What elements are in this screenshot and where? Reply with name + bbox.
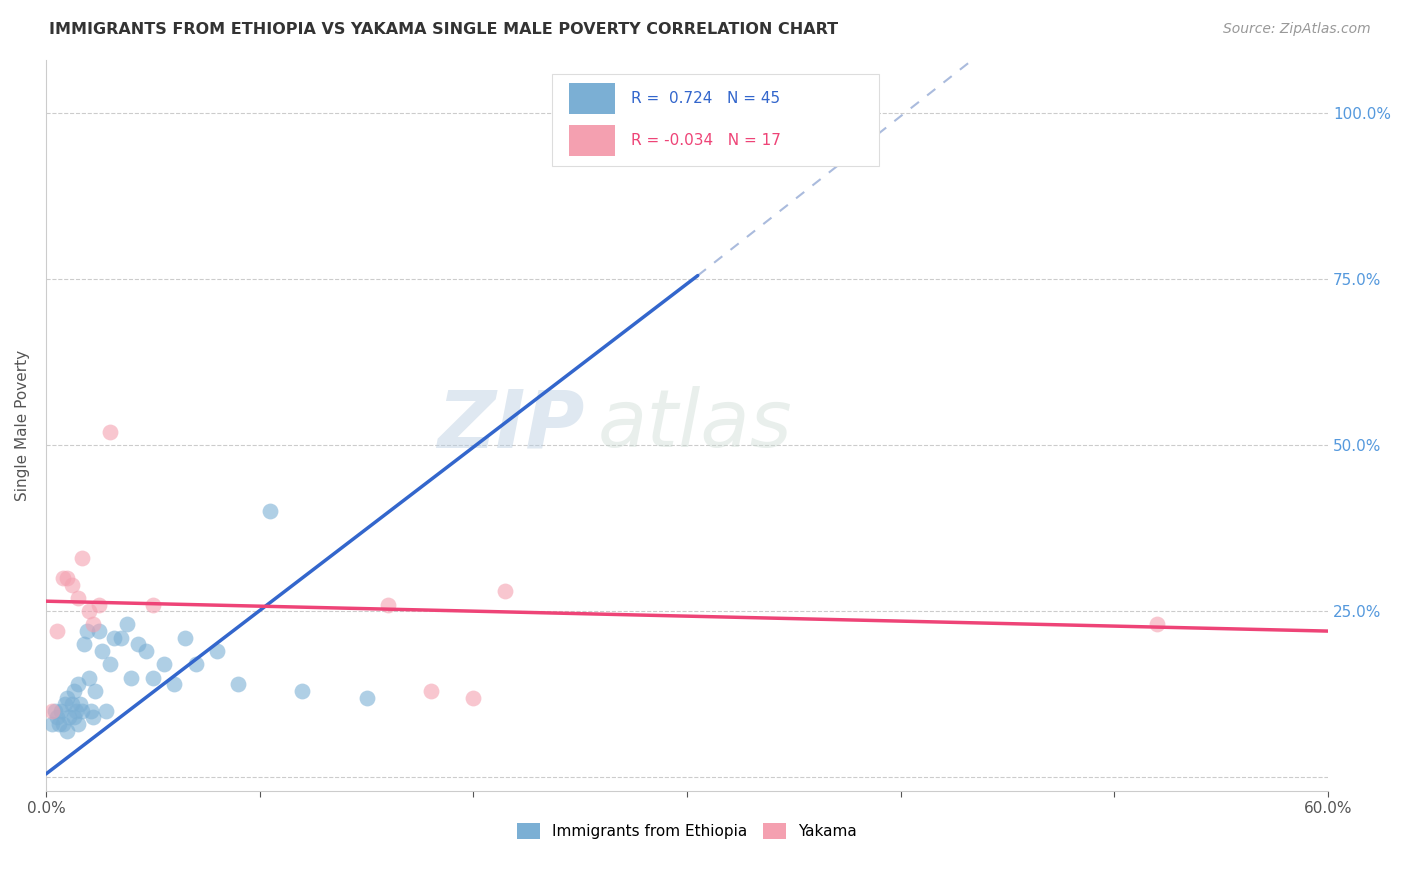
Point xyxy=(98,657,121,672)
Point xyxy=(62,684,84,698)
Point xyxy=(142,598,165,612)
Y-axis label: Single Male Poverty: Single Male Poverty xyxy=(15,350,30,500)
Point xyxy=(66,591,89,605)
Point xyxy=(94,704,117,718)
Text: Source: ZipAtlas.com: Source: ZipAtlas.com xyxy=(1223,22,1371,37)
Point xyxy=(72,704,94,718)
Point xyxy=(1146,617,1168,632)
Point xyxy=(80,704,103,718)
Point xyxy=(163,677,186,691)
Point xyxy=(135,644,157,658)
Point xyxy=(98,425,121,439)
Point xyxy=(62,710,84,724)
Point xyxy=(90,644,112,658)
Point xyxy=(65,704,87,718)
Point xyxy=(82,617,104,632)
Point xyxy=(419,684,441,698)
Point xyxy=(259,504,281,518)
Point xyxy=(89,598,111,612)
Point xyxy=(846,126,869,140)
Point xyxy=(142,671,165,685)
Point xyxy=(82,710,104,724)
Point xyxy=(120,671,142,685)
Point xyxy=(41,704,63,718)
Point xyxy=(60,577,83,591)
Point xyxy=(173,631,195,645)
Point xyxy=(45,624,67,639)
Point xyxy=(69,697,91,711)
Point xyxy=(41,717,63,731)
Point xyxy=(115,617,138,632)
Text: atlas: atlas xyxy=(598,386,792,464)
Point xyxy=(226,677,249,691)
Point xyxy=(52,571,75,585)
Point xyxy=(494,584,516,599)
Point xyxy=(56,723,79,738)
Point xyxy=(49,704,72,718)
Point xyxy=(184,657,207,672)
Point xyxy=(110,631,132,645)
Point xyxy=(44,704,66,718)
Text: IMMIGRANTS FROM ETHIOPIA VS YAKAMA SINGLE MALE POVERTY CORRELATION CHART: IMMIGRANTS FROM ETHIOPIA VS YAKAMA SINGL… xyxy=(49,22,838,37)
Point xyxy=(76,624,98,639)
Point xyxy=(66,717,89,731)
Point xyxy=(463,690,485,705)
Point xyxy=(77,604,100,618)
Point xyxy=(205,644,228,658)
Point xyxy=(291,684,314,698)
Point xyxy=(356,690,378,705)
Point xyxy=(60,697,83,711)
Point xyxy=(89,624,111,639)
Point xyxy=(56,690,79,705)
Point xyxy=(377,598,399,612)
Point xyxy=(73,637,96,651)
Point xyxy=(152,657,174,672)
Point xyxy=(48,717,70,731)
Point xyxy=(52,717,75,731)
Point xyxy=(72,551,94,566)
Point xyxy=(66,677,89,691)
Point xyxy=(127,637,149,651)
Legend: Immigrants from Ethiopia, Yakama: Immigrants from Ethiopia, Yakama xyxy=(512,817,863,845)
Point xyxy=(58,710,80,724)
Point xyxy=(77,671,100,685)
Point xyxy=(84,684,107,698)
Text: ZIP: ZIP xyxy=(437,386,585,464)
Point xyxy=(103,631,125,645)
Point xyxy=(45,710,67,724)
Point xyxy=(56,571,79,585)
Point xyxy=(53,697,76,711)
